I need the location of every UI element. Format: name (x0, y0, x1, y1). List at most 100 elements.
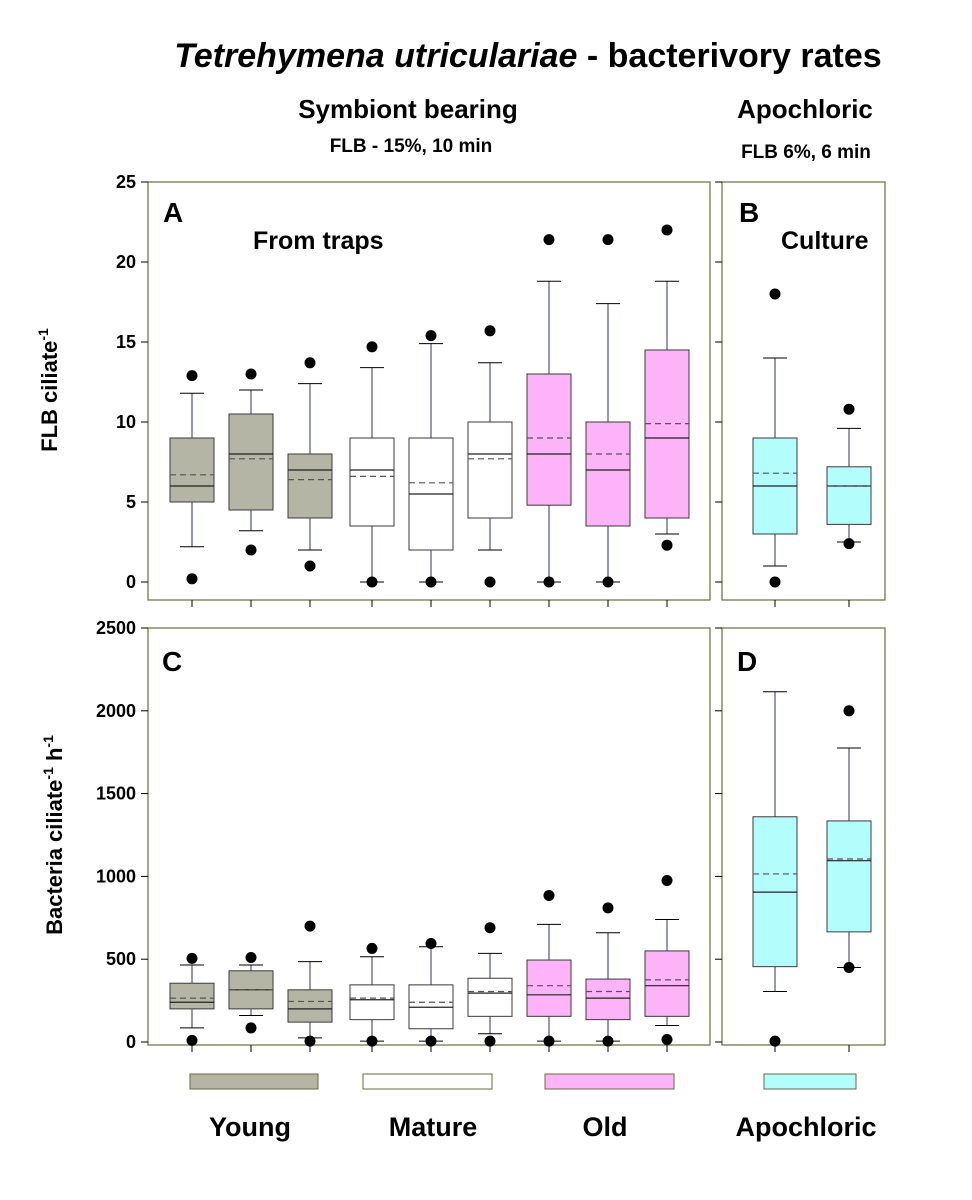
box-a-5 (408, 330, 454, 588)
outlier-point-2 (425, 937, 437, 949)
outlier-point-1 (843, 961, 855, 973)
outlier-point-1 (186, 573, 198, 585)
legend-swatch-apochloric (763, 1073, 857, 1090)
ytick-label-c-0: 0 (126, 1032, 136, 1052)
box-d-1 (752, 691, 798, 1047)
panel-note-a: From traps (253, 227, 384, 255)
outlier-point-2 (543, 234, 555, 246)
outlier-point-1 (661, 539, 673, 551)
outlier-point-2 (304, 357, 316, 369)
legend-label-young: Young (209, 1112, 291, 1142)
outlier-point-1 (425, 576, 437, 588)
outlier-point-2 (304, 920, 316, 932)
outlier-point-2 (661, 224, 673, 236)
outlier-point-1 (543, 1035, 555, 1047)
ytick-label-a-0: 0 (126, 572, 136, 592)
box-body (349, 437, 395, 527)
panel-letter-d: D (737, 646, 757, 677)
box-a-4 (349, 341, 395, 588)
box-body (644, 349, 690, 519)
box-body (467, 977, 513, 1017)
header-apochloric: Apochloric (737, 94, 873, 124)
outlier-point-1 (186, 1034, 198, 1046)
panel-c: 0 500 1000 1500 2000 2500 (96, 618, 711, 1052)
outlier-point-1 (661, 1034, 673, 1046)
outlier-point-2 (366, 942, 378, 954)
chart-title-italic: Tetrehymena utriculariae (174, 37, 577, 75)
outlier-point-2 (661, 875, 673, 887)
outlier-point-1 (245, 1022, 257, 1034)
panel-letter-b: B (739, 197, 759, 228)
box-body (287, 453, 333, 519)
outlier-point-2 (484, 922, 496, 934)
ytick-label-a-3: 15 (116, 332, 136, 352)
outlier-point-1 (245, 544, 257, 556)
outlier-point-1 (769, 576, 781, 588)
box-body (526, 373, 572, 506)
ytick-label-c-4: 2000 (96, 701, 136, 721)
ytick-label-c-5: 2500 (96, 618, 136, 638)
subheader-symbiont: FLB - 15%, 10 min (330, 136, 493, 157)
ylabel-bottom-sup: -1 (40, 767, 56, 780)
box-body (585, 421, 631, 527)
box-d-2 (826, 705, 872, 973)
outlier-point-2 (602, 902, 614, 914)
ytick-label-a-4: 20 (116, 252, 136, 272)
box-body (287, 989, 333, 1023)
ytick-label-c-2: 1000 (96, 866, 136, 886)
outlier-point-1 (602, 1035, 614, 1047)
panel-letter-c: C (162, 646, 182, 677)
header-symbiont: Symbiont bearing (298, 94, 518, 124)
box-c-9 (644, 875, 690, 1046)
panel-a: 0 5 10 15 20 25 (116, 172, 711, 607)
box-b-2 (826, 403, 872, 550)
outlier-point-2 (769, 288, 781, 300)
box-a-3 (287, 357, 333, 572)
outlier-point-1 (843, 538, 855, 550)
box-c-6 (467, 922, 513, 1047)
legend-label-old: Old (583, 1112, 628, 1142)
chart-title-rest: - bacterivory rates (577, 37, 881, 75)
legend-swatch-mature (362, 1073, 493, 1090)
panel-note-b: Culture (781, 227, 869, 255)
box-body (228, 413, 274, 511)
ytick-label-c-1: 500 (106, 949, 136, 969)
ytick-label-a-2: 10 (116, 412, 136, 432)
ylabel-bottom-sup2: -1 (40, 735, 56, 748)
ylabel-top: FLB ciliate-1 (35, 328, 62, 452)
panel-d (715, 627, 886, 1052)
legend (189, 1073, 857, 1090)
box-body (644, 950, 690, 1017)
outlier-point-1 (543, 576, 555, 588)
box-a-7 (526, 234, 572, 588)
panel-b (715, 181, 886, 607)
chart-title: Tetrehymena utriculariae - bacterivory r… (174, 37, 881, 75)
outlier-point-1 (484, 576, 496, 588)
ylabel-bottom-main: Bacteria ciliate (42, 780, 67, 935)
box-c-5 (408, 937, 454, 1047)
outlier-point-2 (602, 234, 614, 246)
box-a-9 (644, 224, 690, 551)
ylabel-top-sup: -1 (35, 328, 51, 341)
outlier-point-1 (602, 576, 614, 588)
ytick-label-c-3: 1500 (96, 784, 136, 804)
box-c-3 (287, 920, 333, 1047)
legend-label-apochloric: Apochloric (735, 1112, 876, 1142)
box-body (826, 466, 872, 525)
box-body (169, 437, 215, 503)
box-a-8 (585, 234, 631, 588)
outlier-point-1 (425, 1035, 437, 1047)
outlier-point-2 (543, 889, 555, 901)
box-c-2 (228, 952, 274, 1034)
outlier-point-2 (843, 403, 855, 415)
ylabel-bottom: Bacteria ciliate-1 h-1 (40, 735, 67, 935)
outlier-point-2 (245, 952, 257, 964)
legend-swatch-old (544, 1073, 675, 1090)
ylabel-top-main: FLB ciliate (37, 341, 62, 452)
outlier-point-2 (245, 368, 257, 380)
box-c-4 (349, 942, 395, 1047)
ytick-label-a-5: 25 (116, 172, 136, 192)
panel-frame-d (721, 627, 886, 1046)
outlier-point-2 (366, 341, 378, 353)
